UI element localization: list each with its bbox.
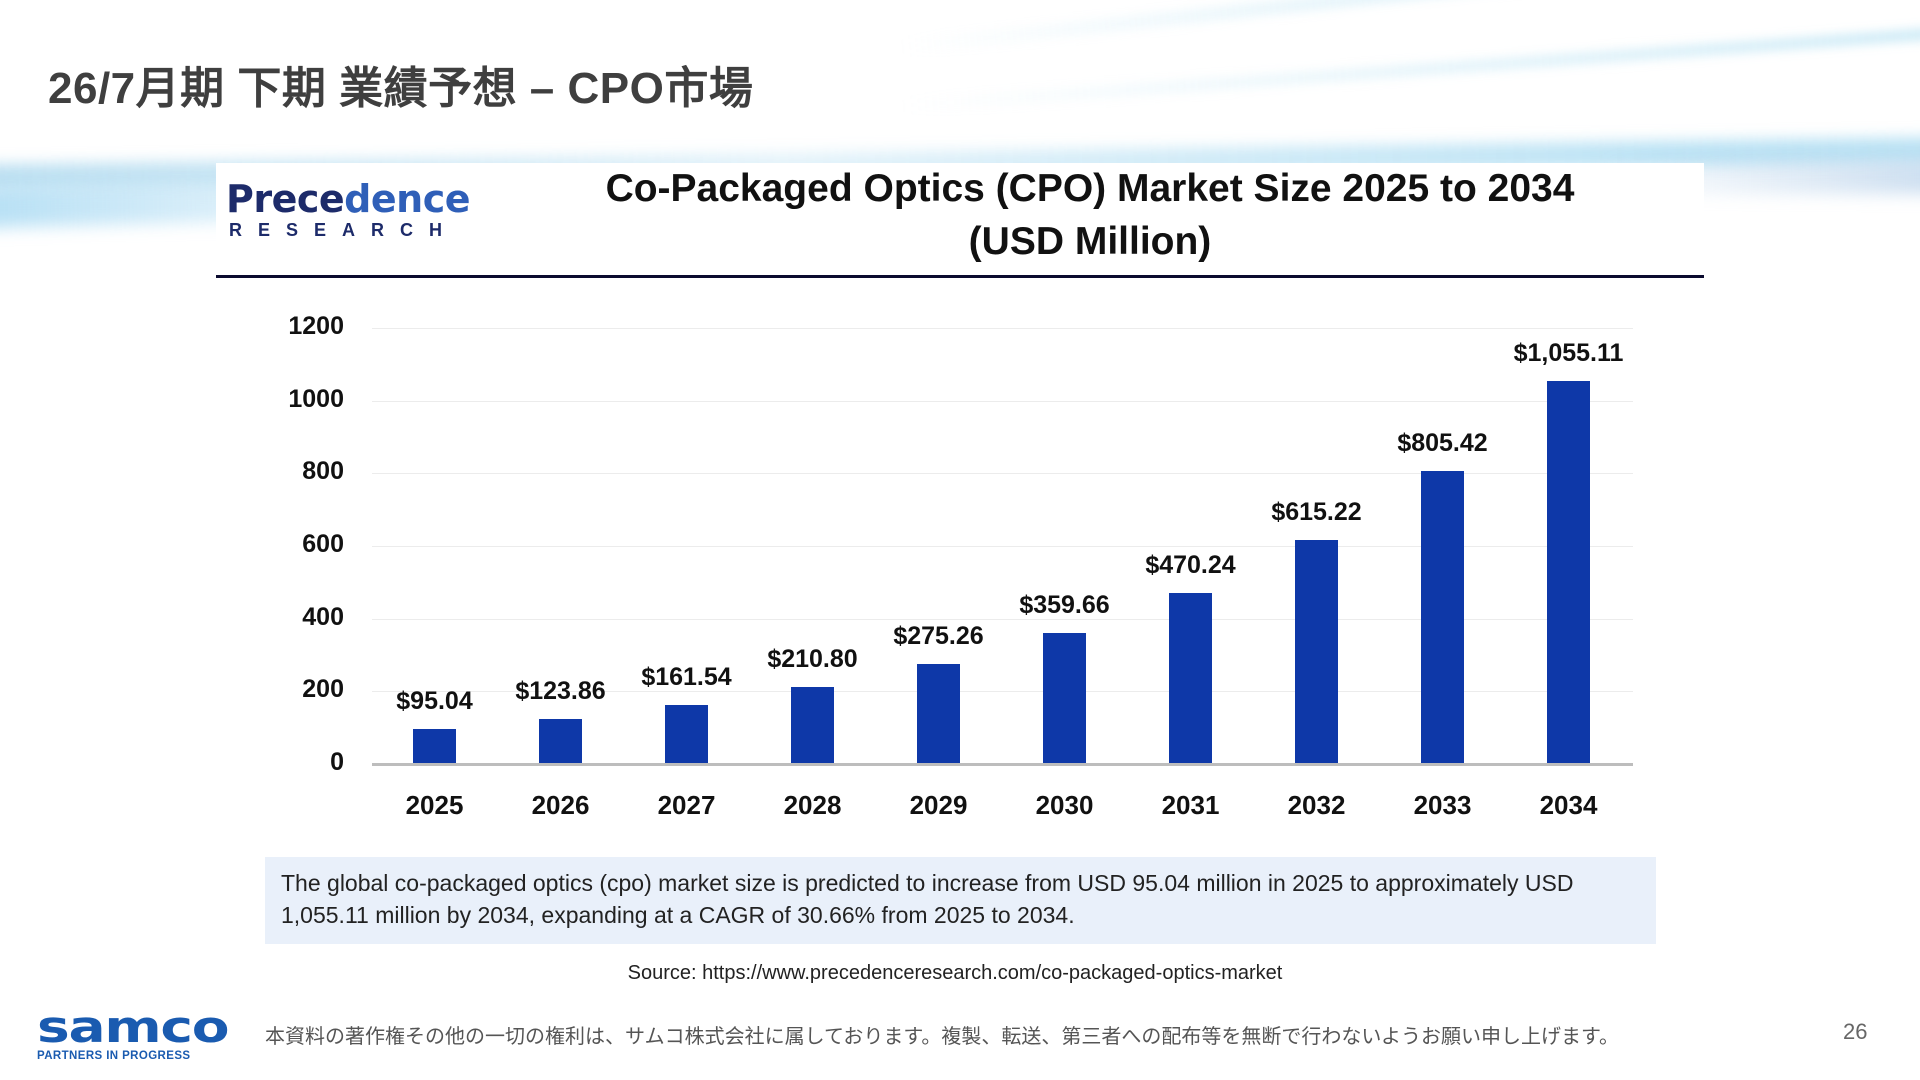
chart-subtitle: (USD Million) xyxy=(968,220,1212,263)
y-tick-label: 1000 xyxy=(288,384,344,413)
logo-wordmark: Precedence xyxy=(226,180,470,218)
y-tick-label: 1200 xyxy=(288,312,344,340)
page-number: 26 xyxy=(1843,1019,1868,1044)
gridline xyxy=(372,400,1633,402)
precedence-research-logo: Precedence RESEARCH xyxy=(226,180,470,241)
x-tick-label: 2028 xyxy=(783,790,842,820)
data-label: $210.80 xyxy=(767,645,858,674)
bar-2029 xyxy=(917,663,960,764)
data-label: $123.86 xyxy=(515,676,606,705)
gridline xyxy=(372,473,1633,475)
x-tick-label: 2026 xyxy=(531,790,590,820)
bar-2033 xyxy=(1421,471,1464,764)
data-label: $161.54 xyxy=(641,663,732,692)
logo-subtitle: RESEARCH xyxy=(229,220,459,240)
x-tick-label: 2031 xyxy=(1161,790,1220,820)
x-tick-label: 2033 xyxy=(1413,790,1472,820)
gridline xyxy=(372,546,1633,547)
samco-wordmark: samco xyxy=(37,1002,230,1053)
y-tick-label: 800 xyxy=(302,457,344,486)
bar-2030 xyxy=(1043,633,1086,764)
background-light-streak xyxy=(899,23,1920,112)
summary-note-text: The global co-packaged optics (cpo) mark… xyxy=(281,870,1574,928)
bar-2032 xyxy=(1295,540,1338,764)
y-tick-label: 600 xyxy=(302,530,344,558)
data-label: $1,055.11 xyxy=(1513,338,1624,367)
data-label: $359.66 xyxy=(1019,591,1110,620)
y-tick-label: 0 xyxy=(330,748,344,776)
page-title: 26/7月期 下期 業績予想 – CPO市場 xyxy=(48,64,754,113)
data-label: $275.26 xyxy=(893,621,984,650)
bar-2026 xyxy=(539,718,582,764)
x-tick-label: 2032 xyxy=(1287,790,1346,820)
source-citation: Source: https://www.precedenceresearch.c… xyxy=(627,962,1283,984)
bar-2028 xyxy=(791,687,834,764)
data-label: $615.22 xyxy=(1271,498,1362,527)
x-tick-label: 2034 xyxy=(1539,790,1598,820)
bar-2027 xyxy=(665,705,708,764)
x-tick-label: 2030 xyxy=(1035,790,1094,820)
y-tick-label: 400 xyxy=(302,602,344,631)
bar-2025 xyxy=(413,729,456,764)
summary-note: The global co-packaged optics (cpo) mark… xyxy=(265,857,1656,944)
bar-2031 xyxy=(1169,593,1212,764)
background-light-streak xyxy=(899,0,1920,54)
x-tick-label: 2025 xyxy=(405,790,464,820)
gridline xyxy=(372,328,1633,329)
data-label: $805.42 xyxy=(1397,429,1488,458)
gridline xyxy=(372,618,1633,620)
chart-title: Co-Packaged Optics (CPO) Market Size 202… xyxy=(540,162,1640,268)
x-axis-line xyxy=(372,763,1633,766)
gridline xyxy=(372,691,1633,693)
samco-logo: samco PARTNERS IN PROGRESS xyxy=(37,1006,230,1063)
copyright-notice: 本資料の著作権その他の一切の権利は、サムコ株式会社に属しております。複製、転送、… xyxy=(265,1026,1619,1048)
title-divider xyxy=(216,275,1704,278)
logo-wordmark-light: dence xyxy=(344,177,470,221)
data-label: $95.04 xyxy=(396,687,473,716)
data-label: $470.24 xyxy=(1145,551,1236,580)
x-tick-label: 2029 xyxy=(909,790,968,820)
x-tick-label: 2027 xyxy=(657,790,716,820)
logo-wordmark-dark: Prece xyxy=(226,177,345,221)
y-tick-label: 200 xyxy=(302,675,344,704)
chart-title-main: Co-Packaged Optics (CPO) Market Size 202… xyxy=(605,167,1575,210)
bar-2034 xyxy=(1547,380,1590,764)
samco-tagline: PARTNERS IN PROGRESS xyxy=(37,1050,191,1062)
